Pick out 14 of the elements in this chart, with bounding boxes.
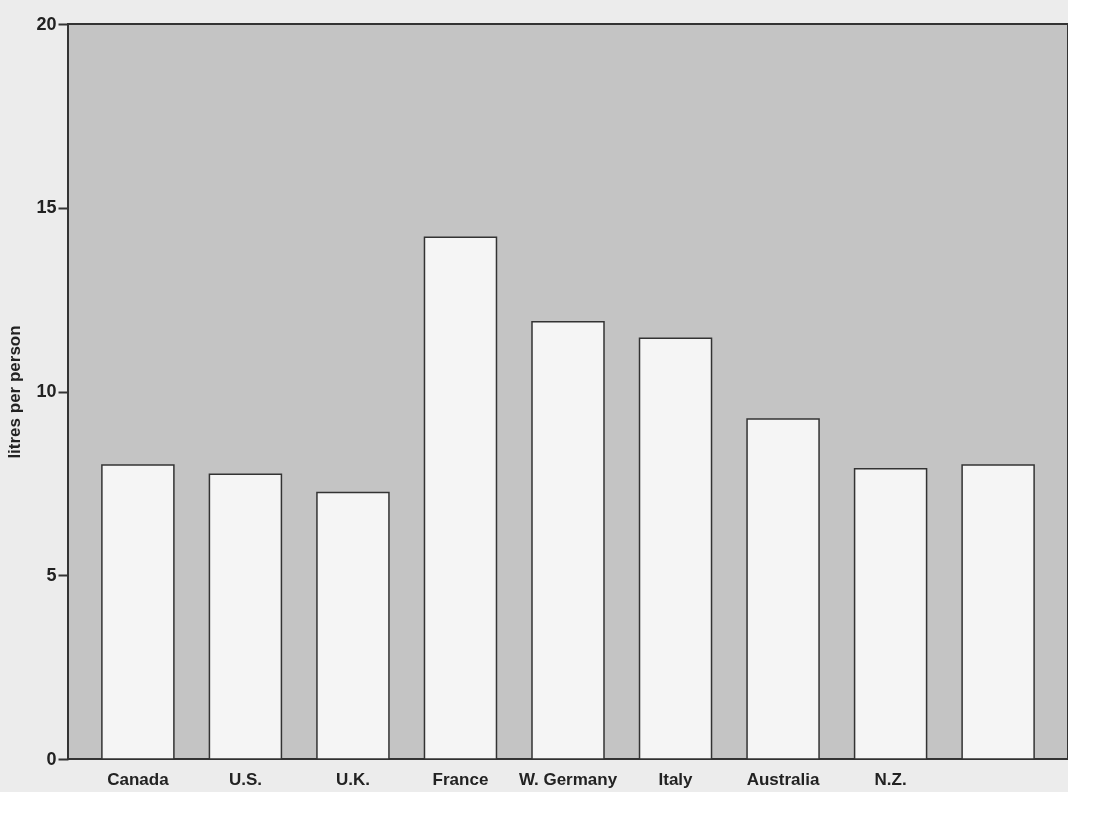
x-tick-label: Italy: [658, 769, 694, 789]
x-tick-label: Australia: [746, 769, 820, 789]
x-tick-label: W. Germany: [518, 769, 618, 789]
x-tick-label: Canada: [107, 769, 170, 789]
y-tick-label: 0: [46, 748, 57, 769]
x-tick-label: France: [432, 769, 489, 789]
y-tick-label: 5: [46, 564, 57, 585]
y-tick-label: 20: [36, 13, 57, 34]
x-tick-label: U.K.: [335, 769, 370, 789]
y-tick-label: 10: [36, 381, 57, 401]
x-tick-label: N.Z.: [874, 769, 907, 789]
y-axis-title: litres per person: [5, 325, 25, 459]
x-tick-label: U.S.: [228, 769, 262, 789]
y-tick-label: 15: [36, 197, 57, 218]
